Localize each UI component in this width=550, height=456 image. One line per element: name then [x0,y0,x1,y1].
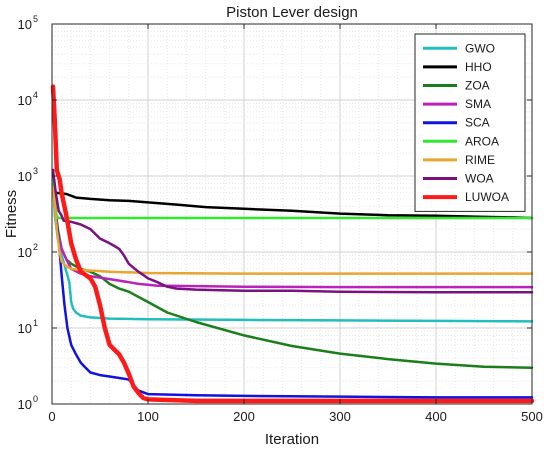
x-tick-label: 100 [137,409,159,424]
series-line-sma [51,174,534,289]
legend-label-zoa: ZOA [465,79,490,93]
plot-frame [51,23,533,405]
y-tick-exponent: 1 [33,318,38,328]
y-tick-label: 10 [18,169,32,184]
y-tick-exponent: 4 [33,90,38,100]
legend: GWO HHO ZOA SMA SCA AROA RIME WOA LUWOA [414,33,526,212]
legend-label-rime: RIME [465,153,495,167]
legend-label-hho: HHO [465,60,492,74]
y-tick-exponent: 3 [33,166,38,176]
series-line-rime [51,186,534,275]
series-line-sca [51,182,534,399]
y-tick-exponent: 0 [33,394,38,404]
x-axis-label: Iteration [265,431,319,448]
legend-label-woa: WOA [465,172,494,186]
y-tick-exponent: 5 [33,14,38,24]
series-line-hho [51,188,534,220]
x-tick-label: 200 [233,409,255,424]
chart-title: Piston Lever design [226,4,358,21]
y-tick-label: 10 [18,93,32,108]
y-tick-label: 10 [18,17,32,32]
x-tick-label: 300 [329,409,351,424]
y-tick-label: 10 [18,321,32,336]
x-tick-label: 500 [521,409,543,424]
legend-label-luwoa: LUWOA [465,190,509,204]
x-tick-label: 0 [48,409,55,424]
y-tick-label: 10 [18,397,32,412]
legend-label-sca: SCA [465,116,490,130]
series-line-luwoa [50,84,535,404]
legend-label-sma: SMA [465,97,491,111]
y-axis-label: Fitness [3,190,20,238]
y-tick-label: 10 [18,245,32,260]
x-tick-label: 400 [425,409,447,424]
series-lines [50,84,535,404]
legend-label-gwo: GWO [465,41,495,55]
legend-label-aroa: AROA [465,134,499,148]
y-tick-exponent: 2 [33,242,38,252]
